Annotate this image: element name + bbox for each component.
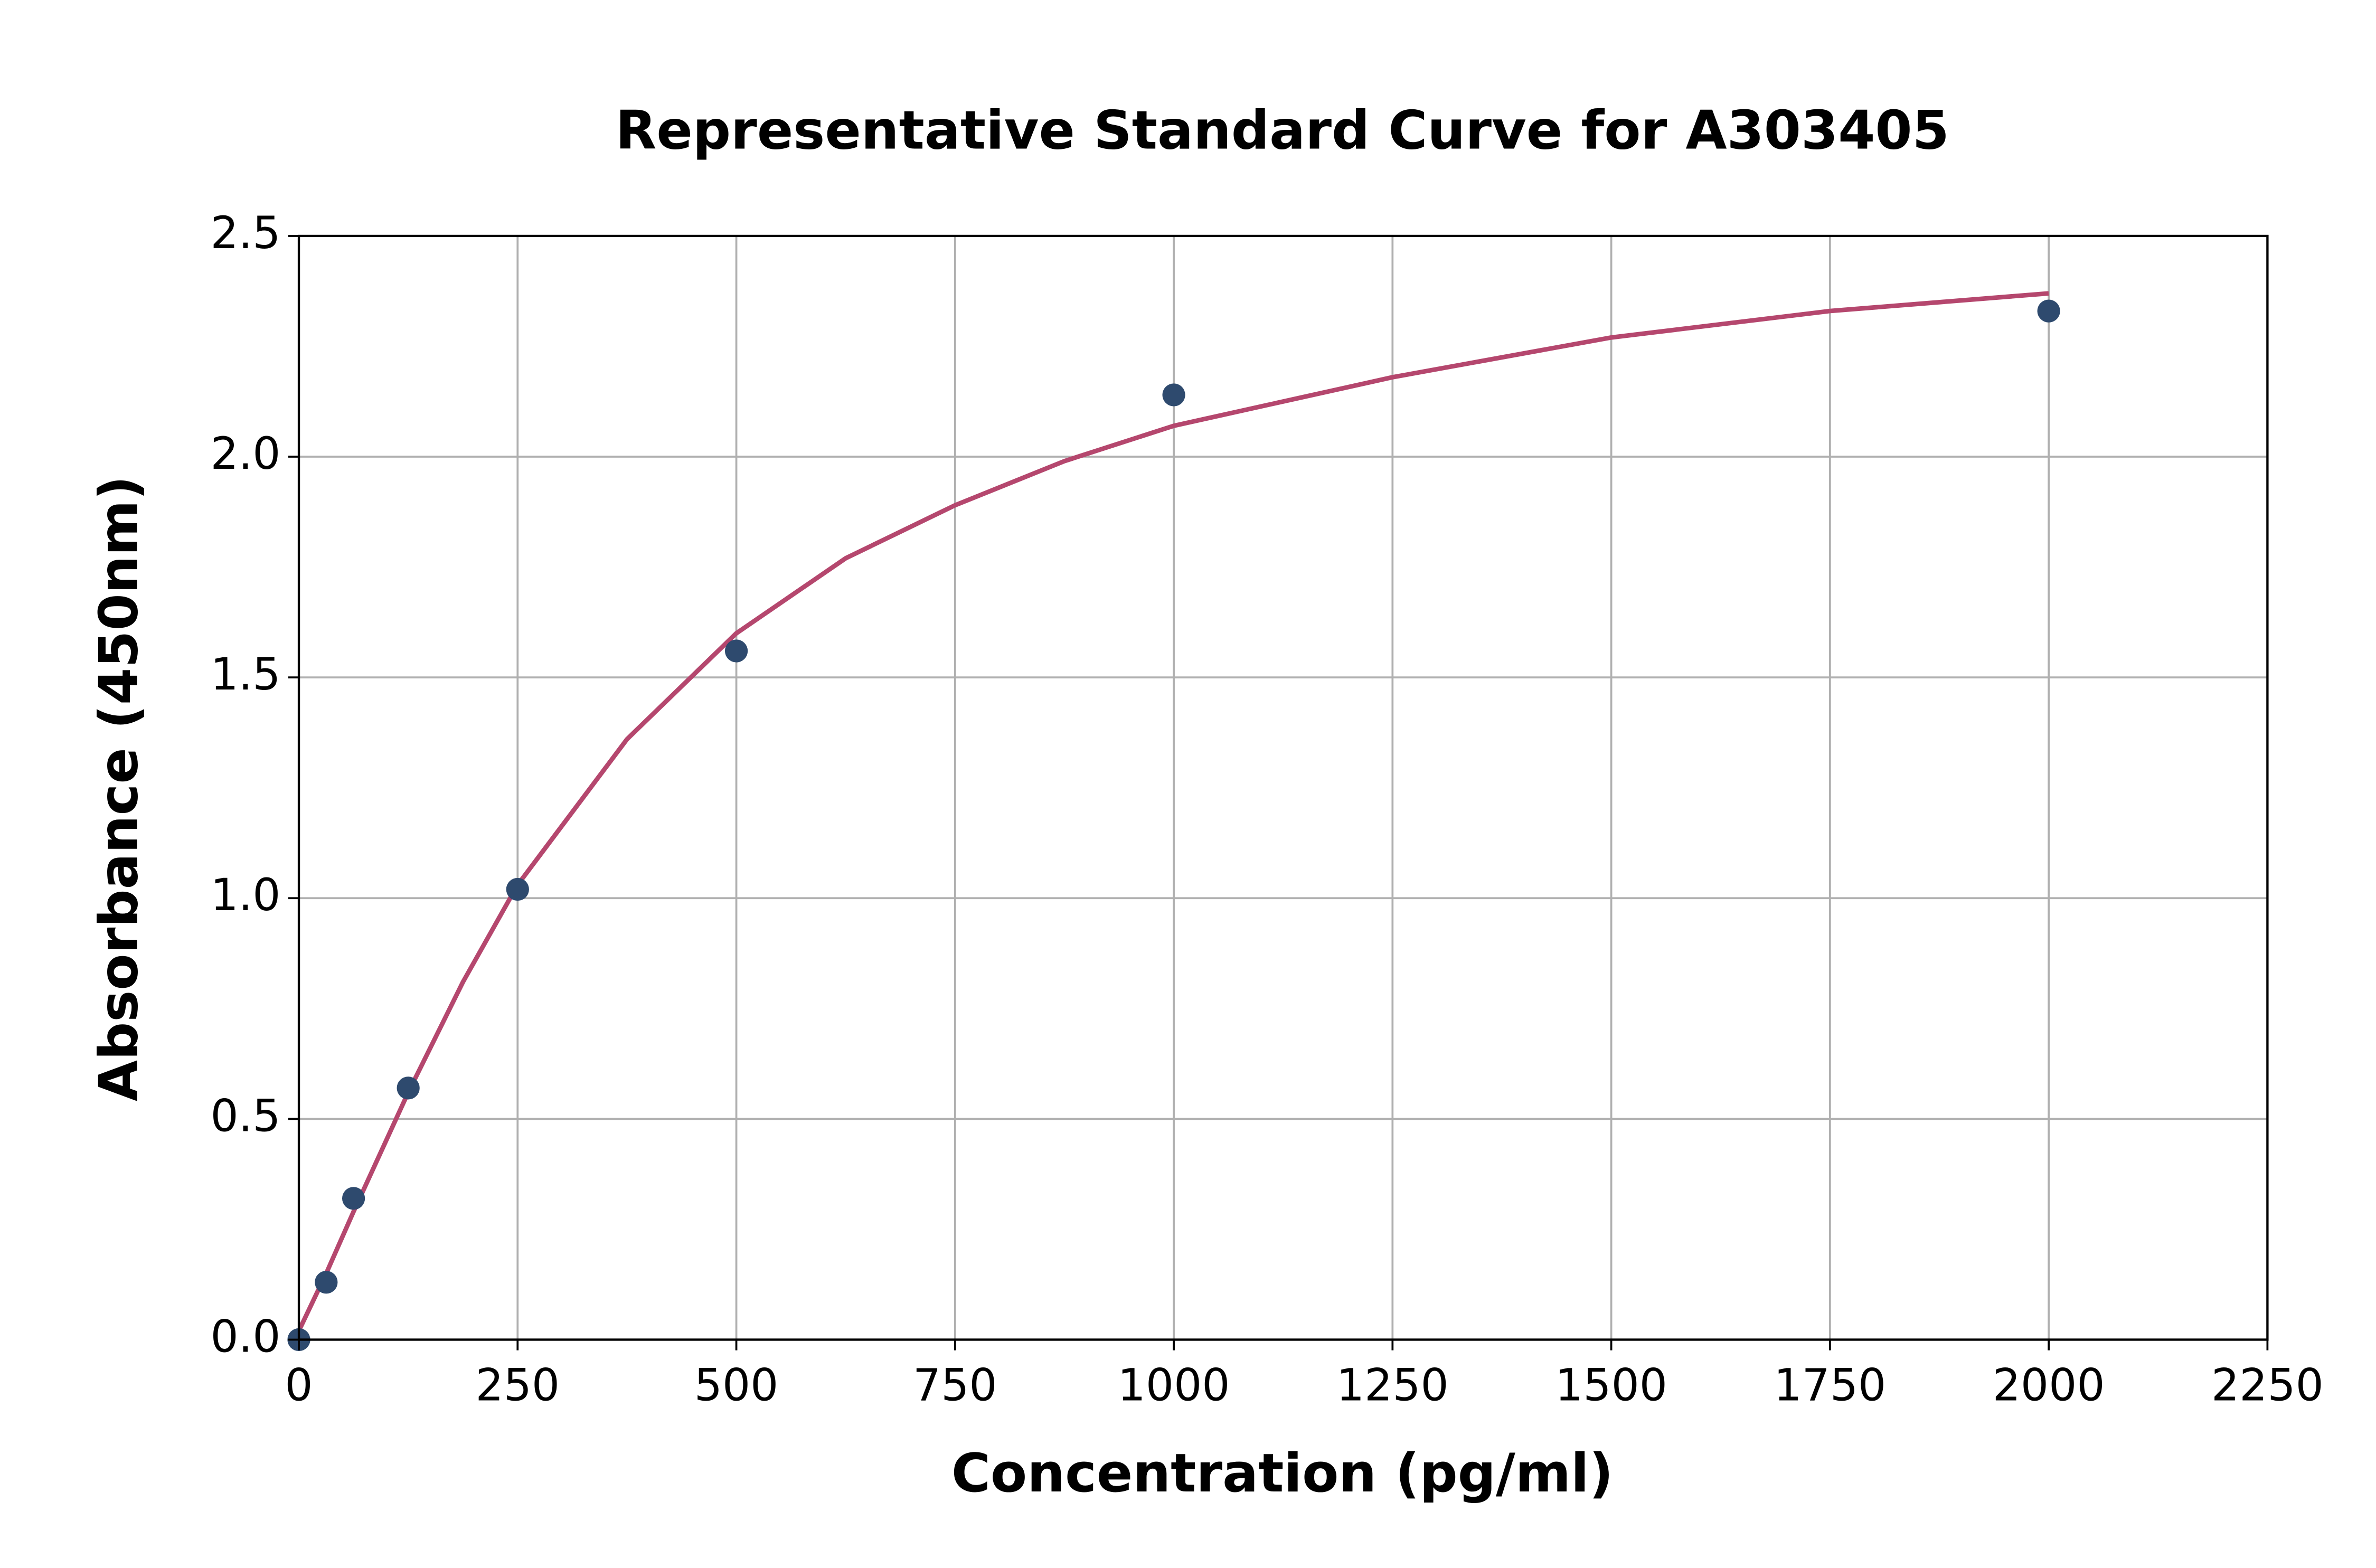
data-point [506,877,529,901]
ticks: 0 250 500 750 1000 1250 1500 1750 2000 2250 0.0 0.5… [210,207,2323,1411]
data-point [724,639,748,663]
y-tick-label: 2.0 [210,428,280,479]
x-axis-label: Concentration (pg/ml) [951,1442,1614,1504]
x-tick-label: 1250 [1336,1359,1449,1411]
x-tick-label: 0 [285,1359,313,1411]
data-point [342,1187,365,1210]
plot [287,291,2060,1352]
x-tick-label: 750 [913,1359,997,1411]
x-tick-label: 1500 [1555,1359,1667,1411]
y-tick-label: 1.0 [210,869,280,921]
x-tick-label: 250 [476,1359,560,1411]
chart-title: Representative Standard Curve for A30340… [616,99,1949,162]
x-tick-label: 500 [694,1359,779,1411]
y-axis-label: Absorbance (450nm) [87,476,149,1101]
x-tick-label: 1750 [1774,1359,1886,1411]
data-point [315,1271,338,1294]
x-tick-label: 2250 [2211,1359,2324,1411]
y-tick-label: 1.5 [210,648,280,700]
data-point [1162,383,1185,407]
plot-frame [297,234,2269,1341]
data-point [2037,299,2060,323]
fit-curve [297,291,2049,1332]
y-tick-label: 0.5 [210,1090,280,1141]
y-tick-label: 0.0 [210,1310,280,1362]
x-tick-label: 1000 [1118,1359,1230,1411]
y-tick-label: 2.5 [210,207,280,259]
x-tick-label: 2000 [1993,1359,2105,1411]
data-point [397,1076,420,1100]
